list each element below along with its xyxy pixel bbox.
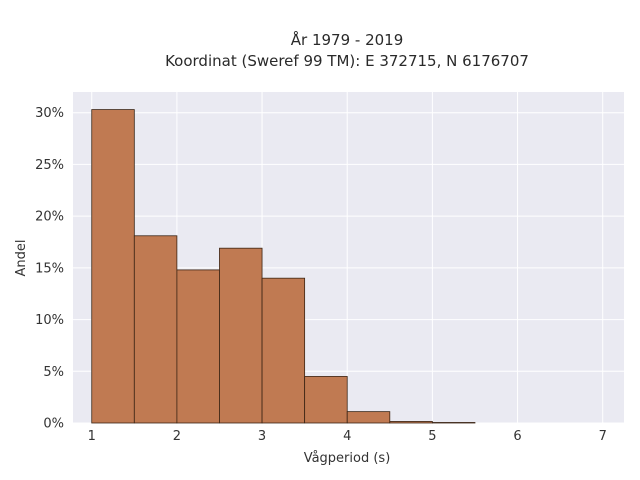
y-tick-labels: 0% 5% 10% 15% 20% 25% 30%: [35, 106, 64, 431]
y-tick-label: 25%: [35, 158, 64, 173]
chart-title-line2: Koordinat (Sweref 99 TM): E 372715, N 61…: [165, 52, 529, 70]
x-tick-label: 4: [343, 429, 351, 444]
x-tick-label: 2: [173, 429, 181, 444]
histogram-bar: [133, 235, 178, 424]
x-tick-label: 7: [599, 429, 607, 444]
histogram-bar: [304, 376, 348, 424]
y-tick-label: 10%: [35, 313, 64, 328]
histogram-bar: [261, 277, 306, 424]
histogram-bar: [91, 109, 135, 424]
y-tick-label: 0%: [43, 417, 64, 432]
y-tick-label: 20%: [35, 210, 64, 225]
histogram-bar: [176, 269, 220, 424]
chart-title-line1: År 1979 - 2019: [291, 30, 404, 49]
y-tick-label: 15%: [35, 261, 64, 276]
histogram-bar: [389, 421, 433, 424]
x-tick-label: 6: [513, 429, 521, 444]
bars: [91, 109, 476, 424]
y-tick-label: 5%: [43, 365, 64, 380]
histogram-bar: [431, 422, 476, 424]
y-axis-label: Andel: [14, 240, 29, 277]
histogram-bar: [219, 247, 263, 424]
x-tick-label: 5: [428, 429, 436, 444]
x-tick-labels: 1 2 3 4 5 6 7: [88, 429, 607, 444]
x-tick-label: 3: [258, 429, 266, 444]
x-axis-label: Vågperiod (s): [304, 451, 391, 466]
x-tick-label: 1: [88, 429, 96, 444]
histogram-bar: [346, 411, 391, 424]
y-tick-label: 30%: [35, 106, 64, 121]
